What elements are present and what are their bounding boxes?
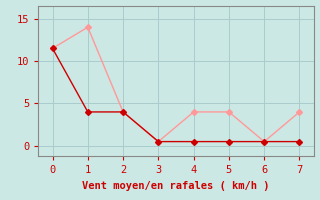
X-axis label: Vent moyen/en rafales ( km/h ): Vent moyen/en rafales ( km/h ) [82,181,270,191]
